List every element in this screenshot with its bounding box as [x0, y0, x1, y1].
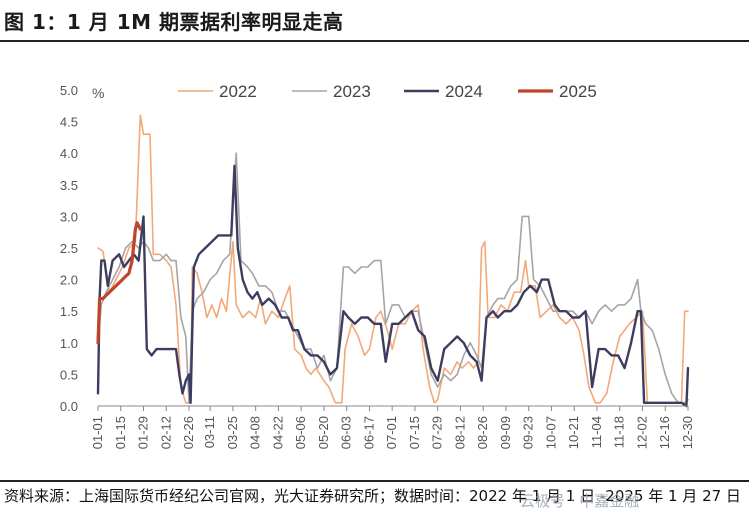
x-tick-label: 03-11	[202, 416, 217, 448]
x-tick-label: 01-29	[136, 416, 151, 449]
x-tick-label: 04-08	[248, 416, 263, 449]
x-tick-label: 05-06	[293, 416, 308, 449]
x-tick-label: 12-16	[657, 416, 672, 449]
y-tick-label: 4.0	[60, 146, 78, 161]
x-tick-label: 01-01	[90, 416, 105, 449]
y-tick-label: 0.5	[60, 367, 78, 382]
x-tick-label: 07-01	[384, 416, 399, 449]
chart-legend: 2022 2023 2024 2025	[178, 82, 597, 101]
x-tick-label: 08-26	[475, 416, 490, 449]
x-tick-label: 09-09	[498, 416, 513, 449]
footer-rule	[0, 480, 749, 482]
x-tick-label: 01-15	[113, 416, 128, 449]
x-tick-label: 04-22	[270, 416, 285, 449]
x-tick-label: 05-20	[316, 416, 331, 449]
x-tick-label: 11-18	[612, 416, 627, 448]
x-tick-label: 10-07	[543, 416, 558, 449]
x-tick-label: 08-12	[452, 416, 467, 449]
legend-label-2025: 2025	[559, 82, 597, 101]
x-tick-label: 06-17	[361, 416, 376, 449]
x-tick-label: 12-02	[634, 416, 649, 449]
x-tick-label: 07-15	[407, 416, 422, 449]
y-tick-label: 3.0	[60, 209, 78, 224]
y-tick-label: 3.5	[60, 178, 78, 193]
y-axis: 5.0 4.5 4.0 3.5 3.0 2.5 2.0 1.5 1.0 0.5 0.0%	[60, 83, 105, 414]
x-tick-label: 11-04	[589, 416, 604, 448]
figure-title: 图 1：1 月 1M 期票据利率明显走高	[4, 10, 344, 34]
y-tick-label: 0.0	[60, 399, 78, 414]
series-lines	[96, 114, 690, 408]
x-tick-label: 10-21	[566, 416, 581, 449]
y-tick-label: 1.0	[60, 336, 78, 351]
series-line-2025	[96, 221, 142, 345]
source-note: 资料来源：上海国际货币经纪公司官网，光大证券研究所；数据时间：2022 年 1 …	[4, 487, 741, 505]
y-tick-label: 2.0	[60, 273, 78, 288]
title-rule	[0, 40, 749, 42]
legend-label-2022: 2022	[219, 82, 257, 101]
y-tick-label: 4.5	[60, 115, 78, 130]
x-axis: 01-01 01-15 01-29 02-12 02-26 03-11 03-25 04-08…	[90, 405, 695, 449]
watermark: 云极号 · 中嘉金融	[520, 492, 640, 510]
y-tick-label: 1.5	[60, 304, 78, 319]
y-unit-label: %	[92, 85, 104, 101]
x-tick-label: 02-12	[158, 416, 173, 449]
x-tick-label: 02-26	[181, 416, 196, 449]
x-tick-label: 09-23	[521, 416, 536, 449]
legend-label-2024: 2024	[445, 82, 483, 101]
x-tick-label: 03-25	[225, 416, 240, 449]
x-tick-label: 07-29	[430, 416, 445, 449]
series-line-2023	[97, 152, 689, 404]
y-tick-label: 5.0	[60, 83, 78, 98]
x-tick-label: 06-03	[339, 416, 354, 449]
y-tick-label: 2.5	[60, 241, 78, 256]
legend-label-2023: 2023	[333, 82, 371, 101]
x-tick-label: 12-30	[680, 416, 695, 449]
series-line-2024	[96, 164, 690, 408]
rate-line-chart: 2022 2023 2024 2025 5.0 4.5 4.0 3.5 3.0 2.5 2.0 1.…	[60, 82, 695, 449]
